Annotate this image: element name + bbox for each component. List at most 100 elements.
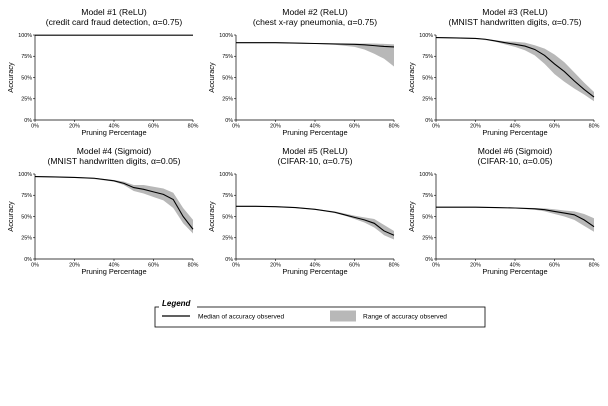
y-tick-label: 25% bbox=[21, 236, 32, 242]
y-axis-label: Accuracy bbox=[6, 201, 15, 232]
chart-panel-1: Model #1 (ReLU)(credit card fraud detect… bbox=[6, 7, 199, 137]
y-tick-label: 100% bbox=[219, 172, 233, 178]
y-tick-label: 75% bbox=[21, 193, 32, 199]
legend-median-label: Median of accuracy observed bbox=[198, 314, 284, 321]
legend-range-label: Range of accuracy observed bbox=[363, 314, 447, 321]
x-axis-label: Pruning Percentage bbox=[482, 128, 547, 137]
y-tick-label: 0% bbox=[24, 118, 32, 124]
x-tick-label: 20% bbox=[470, 124, 481, 130]
range-band bbox=[236, 205, 394, 240]
panel-subtitle: (MNIST handwritten digits, α=0.05) bbox=[47, 156, 180, 166]
x-tick-label: 60% bbox=[349, 124, 360, 130]
x-tick-label: 40% bbox=[510, 124, 521, 130]
y-tick-label: 0% bbox=[425, 118, 433, 124]
panel-title: Model #6 (Sigmoid) bbox=[478, 146, 553, 156]
median-line bbox=[236, 42, 395, 48]
range-band bbox=[436, 206, 594, 232]
panel-subtitle: (MNIST handwritten digits, α=0.75) bbox=[448, 17, 581, 27]
y-tick-label: 100% bbox=[219, 33, 233, 39]
panel-subtitle: (credit card fraud detection, α=0.75) bbox=[46, 17, 183, 27]
x-tick-label: 80% bbox=[389, 124, 400, 130]
y-tick-label: 100% bbox=[18, 33, 32, 39]
y-tick-label: 50% bbox=[422, 75, 433, 81]
x-tick-label: 40% bbox=[510, 263, 521, 269]
y-tick-label: 75% bbox=[21, 54, 32, 60]
x-tick-label: 40% bbox=[310, 263, 321, 269]
y-tick-label: 50% bbox=[422, 214, 433, 220]
y-tick-label: 0% bbox=[24, 257, 32, 263]
x-axis-label: Pruning Percentage bbox=[282, 128, 347, 137]
range-band bbox=[236, 42, 394, 67]
x-tick-label: 20% bbox=[470, 263, 481, 269]
x-tick-label: 0% bbox=[432, 263, 440, 269]
median-line bbox=[436, 206, 595, 228]
x-axis-label: Pruning Percentage bbox=[81, 128, 146, 137]
x-axis-label: Pruning Percentage bbox=[81, 267, 146, 276]
legend-range-swatch bbox=[330, 310, 356, 322]
panel-title: Model #5 (ReLU) bbox=[282, 146, 348, 156]
legend: Legend Median of accuracy observed Range… bbox=[154, 297, 486, 328]
x-tick-label: 0% bbox=[31, 124, 39, 130]
x-tick-label: 0% bbox=[232, 263, 240, 269]
y-tick-label: 50% bbox=[21, 214, 32, 220]
panel-title: Model #4 (Sigmoid) bbox=[77, 146, 152, 156]
panel-title: Model #1 (ReLU) bbox=[81, 7, 147, 17]
chart-panel-3: Model #3 (ReLU)(MNIST handwritten digits… bbox=[407, 7, 600, 137]
panel-subtitle: (CIFAR-10, α=0.05) bbox=[478, 156, 553, 166]
x-tick-label: 40% bbox=[310, 124, 321, 130]
y-axis-label: Accuracy bbox=[207, 201, 216, 232]
panel-title: Model #2 (ReLU) bbox=[282, 7, 348, 17]
y-tick-label: 0% bbox=[425, 257, 433, 263]
x-tick-label: 60% bbox=[549, 263, 560, 269]
chart-panels: Model #1 (ReLU)(credit card fraud detect… bbox=[6, 7, 600, 276]
x-tick-label: 40% bbox=[109, 263, 120, 269]
x-tick-label: 80% bbox=[188, 263, 199, 269]
y-tick-label: 75% bbox=[422, 193, 433, 199]
chart-panel-5: Model #5 (ReLU)(CIFAR-10, α=0.75) 0% 25% 50… bbox=[207, 146, 400, 276]
median-line bbox=[34, 176, 194, 230]
median-line bbox=[236, 205, 395, 236]
x-tick-label: 0% bbox=[432, 124, 440, 130]
x-tick-label: 20% bbox=[270, 263, 281, 269]
x-tick-label: 80% bbox=[589, 124, 600, 130]
y-tick-label: 75% bbox=[222, 193, 233, 199]
x-tick-label: 80% bbox=[188, 124, 199, 130]
y-tick-label: 50% bbox=[222, 214, 233, 220]
y-tick-label: 100% bbox=[419, 33, 433, 39]
y-tick-label: 25% bbox=[422, 97, 433, 103]
x-tick-label: 80% bbox=[389, 263, 400, 269]
y-axis-label: Accuracy bbox=[407, 201, 416, 232]
chart-panel-4: Model #4 (Sigmoid)(MNIST handwritten dig… bbox=[6, 146, 199, 276]
x-tick-label: 40% bbox=[109, 124, 120, 130]
y-tick-label: 100% bbox=[419, 172, 433, 178]
x-axis-label: Pruning Percentage bbox=[482, 267, 547, 276]
panel-subtitle: (chest x-ray pneumonia, α=0.75) bbox=[253, 17, 377, 27]
y-tick-label: 25% bbox=[222, 236, 233, 242]
x-tick-label: 20% bbox=[69, 124, 80, 130]
y-tick-label: 25% bbox=[21, 97, 32, 103]
x-tick-label: 60% bbox=[148, 124, 159, 130]
y-tick-label: 75% bbox=[222, 54, 233, 60]
chart-panel-2: Model #2 (ReLU)(chest x-ray pneumonia, α… bbox=[207, 7, 400, 137]
x-tick-label: 20% bbox=[270, 124, 281, 130]
x-tick-label: 60% bbox=[549, 124, 560, 130]
y-tick-label: 25% bbox=[422, 236, 433, 242]
y-tick-label: 50% bbox=[21, 75, 32, 81]
y-tick-label: 100% bbox=[18, 172, 32, 178]
x-tick-label: 0% bbox=[232, 124, 240, 130]
y-tick-label: 75% bbox=[422, 54, 433, 60]
y-tick-label: 50% bbox=[222, 75, 233, 81]
x-tick-label: 60% bbox=[349, 263, 360, 269]
y-axis-label: Accuracy bbox=[207, 62, 216, 93]
legend-title: Legend bbox=[162, 299, 192, 308]
y-tick-label: 0% bbox=[225, 118, 233, 124]
median-line bbox=[435, 37, 595, 98]
legend-frame bbox=[154, 306, 486, 328]
x-axis-label: Pruning Percentage bbox=[282, 267, 347, 276]
y-axis-label: Accuracy bbox=[6, 62, 15, 93]
x-tick-label: 20% bbox=[69, 263, 80, 269]
x-tick-label: 0% bbox=[31, 263, 39, 269]
y-axis-label: Accuracy bbox=[407, 62, 416, 93]
panel-title: Model #3 (ReLU) bbox=[482, 7, 548, 17]
x-tick-label: 60% bbox=[148, 263, 159, 269]
